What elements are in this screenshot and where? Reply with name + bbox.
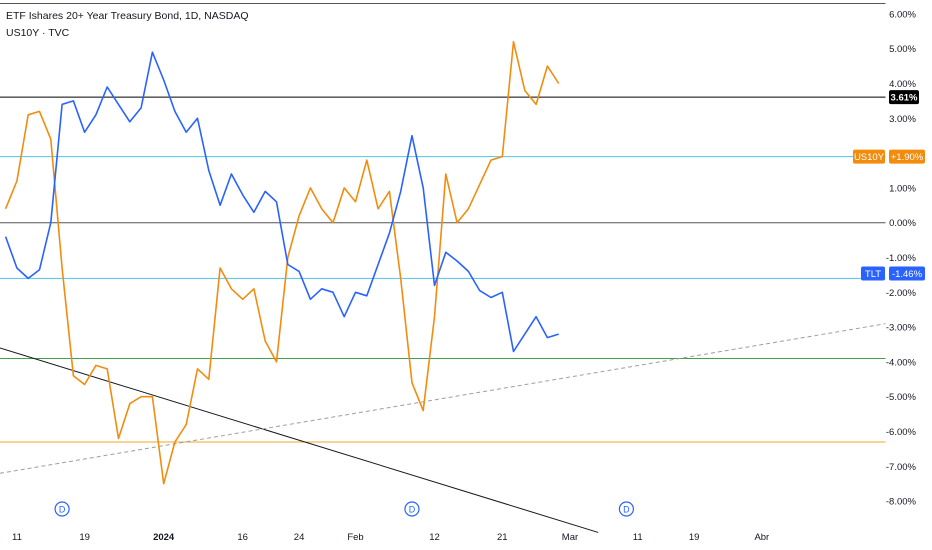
y-tick-label: 5.00%: [889, 44, 916, 55]
series-value-badge-bg: [889, 266, 925, 281]
x-tick-label: Feb: [347, 532, 363, 543]
dividend-marker-label: D: [59, 505, 66, 515]
x-tick-label: 19: [689, 532, 700, 543]
dividend-marker-icon[interactable]: D: [404, 501, 420, 517]
x-tick-label: 19: [79, 532, 90, 543]
series-name-badge-bg: [861, 266, 885, 281]
chart-title: ETF Ishares 20+ Year Treasury Bond, 1D, …: [6, 10, 249, 22]
price-badges: 3.61% US10Y +1.90% TLT -1.46%: [853, 90, 925, 281]
price-badge-label: 3.61%: [891, 93, 918, 104]
y-tick-label: -7.00%: [886, 462, 917, 473]
y-tick-label: -5.00%: [886, 392, 917, 403]
series-us10y-line[interactable]: [4, 40, 560, 485]
x-tick-label: Abr: [754, 532, 769, 543]
dividend-marker-label: D: [409, 505, 416, 515]
y-tick-label: 0.00%: [889, 218, 916, 229]
x-tick-label: Mar: [562, 532, 578, 543]
series-value-badge-bg: [889, 149, 925, 164]
series-name-badge-label: US10Y: [854, 152, 885, 163]
y-tick-label: -6.00%: [886, 427, 917, 438]
y-tick-label: -3.00%: [886, 323, 917, 334]
dashed-trendline[interactable]: [0, 323, 887, 474]
series-name-badge-label: TLT: [865, 269, 881, 280]
dividend-marker-label: D: [623, 505, 630, 515]
y-tick-label: 4.00%: [889, 79, 916, 90]
x-tick-label: 11: [12, 532, 22, 543]
x-tick-label: 16: [237, 532, 248, 543]
time-axis[interactable]: 11 19 2024 16 24 Feb 12 21 Mar 11 19 Abr: [12, 532, 769, 543]
y-tick-label: 6.00%: [889, 9, 916, 20]
chart-subtitle: US10Y · TVC: [6, 27, 70, 39]
dividend-marker-icon[interactable]: D: [54, 501, 70, 517]
dividend-marker-circle: [54, 501, 70, 517]
y-tick-label: -8.00%: [886, 497, 917, 508]
y-tick-label: 1.00%: [889, 183, 916, 194]
price-badge: 3.61%: [889, 90, 919, 105]
x-tick-label: 24: [294, 532, 305, 543]
trend-lines: [0, 323, 887, 533]
series-lines: [4, 40, 560, 485]
series-badge-tlt[interactable]: TLT -1.46%: [861, 266, 925, 281]
y-tick-label: -1.00%: [886, 253, 917, 264]
y-tick-label: -2.00%: [886, 288, 917, 299]
dividend-marker-circle: [404, 501, 420, 517]
series-name-badge-bg: [853, 149, 885, 164]
y-tick-label: -4.00%: [886, 357, 917, 368]
series-value-badge-label: -1.46%: [892, 269, 923, 280]
descending-trendline[interactable]: [0, 347, 599, 533]
x-tick-label: 21: [497, 532, 508, 543]
x-tick-label: 2024: [153, 532, 175, 543]
series-tlt-line[interactable]: [4, 51, 559, 353]
x-tick-label: 12: [429, 532, 440, 543]
series-value-badge-label: +1.90%: [891, 152, 924, 163]
y-tick-label: 3.00%: [889, 114, 916, 125]
x-tick-label: 11: [633, 532, 643, 543]
dividend-marker-circle: [618, 501, 635, 517]
series-badge-us10y[interactable]: US10Y +1.90%: [853, 149, 925, 164]
horizontal-levels: [0, 2, 886, 443]
price-axis[interactable]: 6.00% 5.00% 4.00% 3.00% 1.00% 0.00% -1.00% -2.0…: [886, 9, 917, 507]
dividend-marker-icon[interactable]: D: [618, 501, 635, 517]
price-badge-bg: [889, 90, 919, 105]
